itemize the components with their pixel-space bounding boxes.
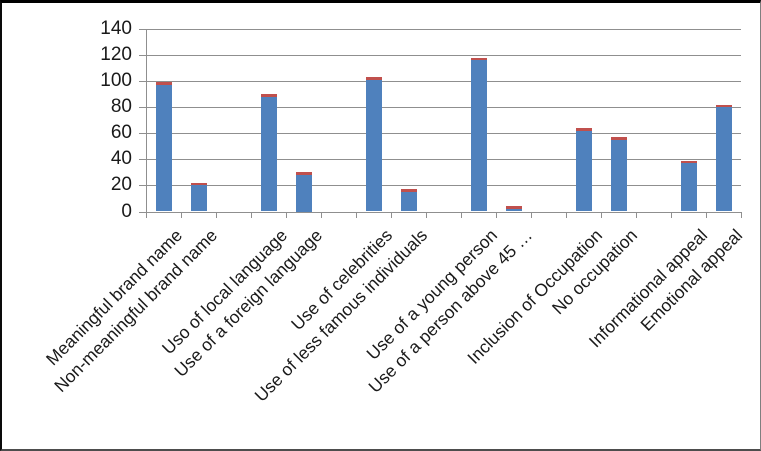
gridline-100 bbox=[146, 81, 741, 83]
y-axis-tick bbox=[139, 133, 146, 135]
y-axis-tick bbox=[139, 55, 146, 57]
y-axis-tick-label: 20 bbox=[110, 174, 132, 196]
gridline-120 bbox=[146, 55, 741, 57]
x-axis-tick bbox=[251, 211, 252, 218]
x-axis-tick bbox=[496, 211, 497, 218]
bar-red-cap bbox=[260, 94, 277, 97]
bar-red-cap bbox=[575, 128, 592, 131]
gridline-40 bbox=[146, 159, 741, 161]
gridline-20 bbox=[146, 185, 741, 187]
bar-red-cap bbox=[505, 206, 522, 209]
bar-red-cap bbox=[470, 57, 487, 61]
y-axis-tick bbox=[139, 29, 146, 30]
bar bbox=[575, 130, 592, 212]
y-axis-tick-label: 60 bbox=[110, 122, 132, 144]
x-axis-tick bbox=[356, 211, 357, 218]
bar-chart: 0 20 40 60 80 100 120 140 Meaningful brand name N… bbox=[2, 3, 760, 449]
gridline-60 bbox=[146, 133, 741, 135]
y-axis-tick bbox=[139, 159, 146, 161]
x-axis-tick bbox=[531, 211, 532, 218]
x-axis-tick bbox=[286, 211, 287, 218]
y-axis-tick bbox=[139, 107, 146, 109]
x-axis-tick bbox=[566, 211, 567, 218]
x-axis-tick bbox=[426, 211, 427, 218]
bar bbox=[190, 185, 207, 212]
bar-red-cap bbox=[155, 82, 172, 86]
bar bbox=[400, 191, 417, 212]
bar-red-cap bbox=[365, 77, 382, 80]
bar bbox=[715, 107, 732, 212]
bar-red-cap bbox=[715, 104, 732, 108]
x-axis-tick bbox=[706, 211, 707, 218]
bar bbox=[365, 79, 382, 212]
x-axis-tick bbox=[636, 211, 637, 218]
y-axis-tick-label: 0 bbox=[121, 200, 132, 222]
bar bbox=[610, 139, 627, 212]
y-axis-tick bbox=[139, 81, 146, 83]
bar bbox=[260, 96, 277, 212]
x-axis-line bbox=[139, 211, 741, 213]
bar-red-cap bbox=[190, 182, 207, 186]
x-axis-tick bbox=[741, 211, 742, 218]
gridline-140 bbox=[146, 29, 741, 30]
bar-red-cap bbox=[295, 172, 312, 175]
y-axis-tick-label: 80 bbox=[110, 96, 132, 118]
y-axis-tick-label: 100 bbox=[100, 70, 132, 92]
x-axis-tick bbox=[146, 211, 147, 218]
bar bbox=[470, 60, 487, 212]
x-axis-tick bbox=[391, 211, 392, 218]
x-axis-tick bbox=[181, 211, 182, 218]
x-axis-tick bbox=[601, 211, 602, 218]
bar-red-cap bbox=[610, 137, 627, 140]
y-axis-tick bbox=[139, 185, 146, 187]
bar-red-cap bbox=[400, 189, 417, 192]
x-axis-tick bbox=[321, 211, 322, 218]
y-axis-tick-label: 40 bbox=[110, 148, 132, 170]
y-axis-line bbox=[146, 29, 147, 212]
bar bbox=[680, 163, 697, 212]
bar bbox=[295, 175, 312, 212]
y-axis-tick-label: 120 bbox=[100, 44, 132, 66]
y-axis-tick-label: 140 bbox=[100, 18, 132, 39]
x-axis-tick bbox=[671, 211, 672, 218]
gridline-80 bbox=[146, 107, 741, 109]
bar-red-cap bbox=[680, 160, 697, 164]
x-axis-tick bbox=[461, 211, 462, 218]
bar bbox=[155, 85, 172, 212]
bar bbox=[505, 208, 522, 212]
x-axis-tick bbox=[216, 211, 217, 218]
